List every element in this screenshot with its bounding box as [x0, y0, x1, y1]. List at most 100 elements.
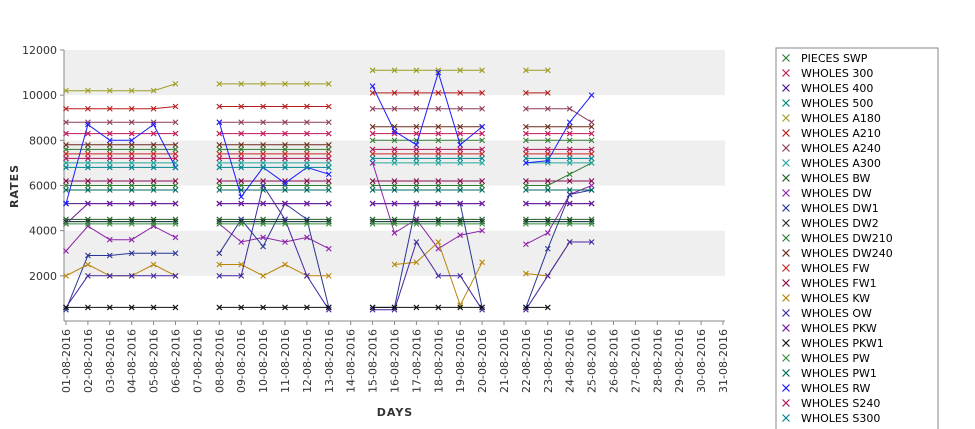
data-point	[238, 216, 245, 223]
data-point	[216, 178, 223, 184]
data-point	[369, 155, 376, 162]
data-point	[85, 187, 91, 193]
series-wholes-bw	[63, 216, 595, 223]
x-tick-label: 05-08-2016	[148, 329, 161, 393]
data-point	[457, 123, 464, 130]
series-wholes-a180	[63, 67, 551, 94]
legend-label: WHOLES DW240	[801, 247, 893, 260]
y-tick-label: 10000	[22, 89, 57, 102]
data-point	[172, 216, 179, 223]
data-point	[150, 130, 157, 137]
data-point	[260, 221, 266, 227]
data-point	[63, 141, 69, 148]
series-line	[66, 162, 592, 186]
data-point	[172, 221, 179, 227]
data-point	[566, 155, 573, 162]
legend-label: WHOLES A240	[801, 142, 881, 155]
data-point	[63, 146, 69, 153]
data-point	[128, 164, 135, 171]
legend-box	[775, 47, 939, 429]
legend-label: WHOLES DW1	[801, 202, 879, 215]
data-point	[523, 270, 529, 277]
data-point	[391, 137, 398, 144]
data-point	[260, 187, 266, 193]
x-tick-label: 31-08-2016	[717, 329, 730, 393]
data-point	[479, 146, 485, 153]
data-point	[544, 90, 551, 96]
data-point	[85, 155, 91, 162]
data-point	[85, 182, 91, 189]
data-point	[150, 164, 157, 171]
legend-label: WHOLES A180	[801, 112, 881, 125]
data-point	[457, 182, 464, 189]
data-point	[106, 150, 113, 157]
legend-label: WHOLES 300	[801, 67, 873, 80]
data-point	[413, 105, 420, 112]
data-point	[391, 304, 398, 311]
data-point	[479, 105, 485, 112]
data-point	[282, 180, 288, 187]
data-point	[106, 236, 113, 243]
data-point	[413, 218, 420, 225]
data-point	[216, 155, 223, 162]
data-point	[216, 119, 223, 126]
data-point	[85, 164, 91, 171]
legend-label: WHOLES PKW1	[801, 337, 884, 350]
series-line	[65, 162, 592, 252]
data-point	[238, 178, 245, 184]
data-point	[588, 221, 595, 227]
data-point	[391, 105, 398, 112]
data-point	[260, 178, 266, 184]
data-point	[588, 150, 595, 157]
data-point	[457, 67, 464, 74]
data-point	[282, 103, 288, 110]
data-point	[304, 272, 310, 279]
data-point	[391, 216, 398, 223]
series-wholes-fw1	[63, 178, 595, 184]
data-point	[588, 123, 595, 130]
legend-marker	[782, 384, 790, 392]
series-wholes-dw	[63, 160, 595, 254]
legend-item: WHOLES 500	[782, 97, 873, 110]
data-point	[63, 306, 69, 313]
data-point	[238, 160, 245, 166]
data-point	[325, 164, 332, 171]
data-point	[588, 137, 595, 144]
legend-marker	[782, 369, 790, 377]
x-tick-label: 28-08-2016	[651, 329, 664, 393]
legend-item: WHOLES A180	[782, 112, 881, 125]
data-point	[544, 182, 551, 189]
data-point	[566, 150, 573, 157]
data-point	[128, 218, 135, 225]
series-line	[66, 69, 548, 92]
data-point	[588, 146, 595, 153]
legend-marker	[782, 219, 790, 227]
data-point	[106, 130, 113, 137]
data-point	[128, 221, 135, 227]
data-point	[566, 200, 573, 207]
data-point	[150, 121, 157, 128]
data-point	[63, 187, 69, 193]
legend-marker	[782, 114, 790, 122]
data-point	[566, 221, 573, 227]
data-point	[304, 119, 310, 126]
data-point	[435, 69, 442, 76]
data-point	[150, 216, 157, 223]
data-point	[63, 304, 69, 311]
data-point	[588, 155, 595, 162]
legend-label: WHOLES PKW	[801, 322, 877, 335]
data-point	[150, 182, 157, 189]
data-point	[457, 141, 464, 148]
legend-label: WHOLES FW1	[801, 277, 877, 290]
legend-marker	[782, 54, 790, 62]
data-point	[413, 304, 420, 311]
data-point	[544, 178, 551, 184]
legend-item: WHOLES DW210	[782, 232, 893, 245]
data-point	[479, 259, 485, 266]
data-point	[238, 146, 245, 153]
data-point	[63, 160, 69, 166]
data-point	[282, 221, 288, 227]
data-point	[325, 150, 332, 157]
legend-label: WHOLES S240	[801, 397, 880, 410]
data-point	[325, 218, 332, 225]
